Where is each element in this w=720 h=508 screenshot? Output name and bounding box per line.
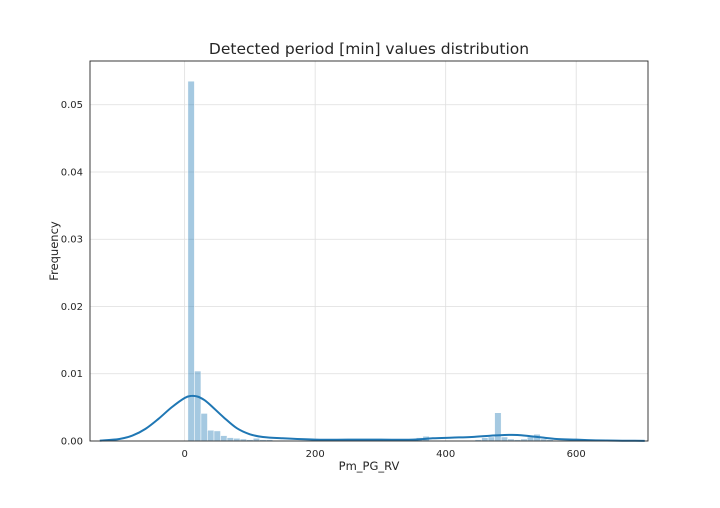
kde-curve-group xyxy=(99,394,645,442)
y-tick-label: 0.05 xyxy=(61,100,83,111)
x-axis-label: Pm_PG_RV xyxy=(339,459,400,473)
histogram-bar xyxy=(494,412,502,442)
histogram-bar xyxy=(487,436,495,442)
histogram-bar xyxy=(187,80,195,442)
histogram-bar xyxy=(220,435,228,442)
histogram-bar xyxy=(200,413,208,442)
y-tick-label: 0.04 xyxy=(61,167,83,178)
y-axis-label: Frequency xyxy=(47,221,61,281)
histogram-bar xyxy=(226,437,234,442)
y-axis-ticks: 0.00 0.01 0.02 0.03 0.04 0.05 xyxy=(61,100,83,447)
histogram-bar xyxy=(213,430,221,442)
grid-lines xyxy=(90,61,648,442)
x-axis-ticks: 0 200 400 600 xyxy=(181,449,585,460)
plot-frame xyxy=(89,60,649,442)
y-tick-label: 0.00 xyxy=(61,437,83,448)
y-tick-label: 0.02 xyxy=(61,302,83,313)
y-tick-label: 0.03 xyxy=(61,235,83,246)
x-tick-label: 200 xyxy=(306,449,325,460)
histogram-bars xyxy=(187,80,554,442)
histogram-bar xyxy=(194,370,202,442)
histogram-bar xyxy=(207,429,215,442)
y-tick-label: 0.01 xyxy=(61,369,83,380)
histogram-bar xyxy=(481,437,489,442)
x-tick-label: 0 xyxy=(181,449,187,460)
histogram-bar xyxy=(500,436,508,442)
kde-curve xyxy=(99,394,645,442)
histogram-bar xyxy=(527,436,535,442)
chart-title: Detected period [min] values distributio… xyxy=(209,40,529,58)
x-tick-label: 600 xyxy=(567,449,586,460)
x-tick-label: 400 xyxy=(436,449,455,460)
